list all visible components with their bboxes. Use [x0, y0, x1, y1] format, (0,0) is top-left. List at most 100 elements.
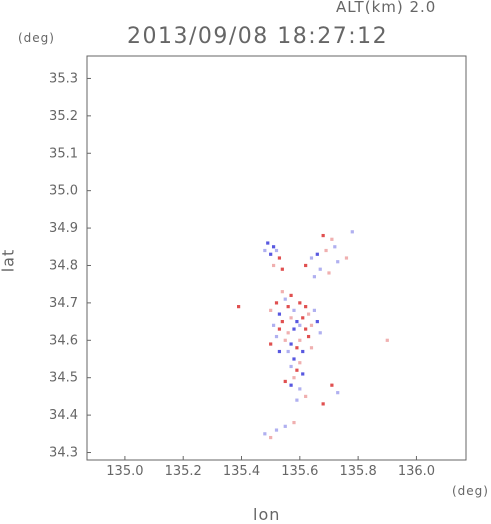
- scatter-point: [292, 327, 296, 331]
- scatter-point: [312, 275, 316, 279]
- y-tick-label: 34.5: [49, 371, 78, 386]
- scatter-point: [330, 383, 334, 387]
- x-unit-label: (deg): [452, 484, 489, 498]
- scatter-point: [306, 312, 311, 316]
- chart-title: 2013/09/08 18:27:12: [127, 24, 389, 49]
- x-axis-label: lon: [253, 505, 281, 524]
- y-tick-label: 34.8: [49, 258, 78, 273]
- scatter-point: [301, 372, 305, 376]
- scatter-point: [312, 308, 316, 312]
- data-points: [237, 230, 389, 440]
- scatter-point: [269, 252, 273, 256]
- scatter-point: [286, 349, 290, 354]
- scatter-point: [237, 305, 241, 309]
- scatter-point: [315, 319, 319, 324]
- y-tick-label: 34.9: [49, 221, 78, 236]
- scatter-point: [309, 346, 314, 350]
- scatter-point: [277, 349, 282, 354]
- y-tick-label: 34.3: [49, 446, 78, 461]
- scatter-point: [274, 301, 279, 305]
- scatter-point: [304, 327, 308, 331]
- scatter-point: [286, 305, 290, 309]
- scatter-point: [269, 342, 273, 346]
- scatter-point: [295, 319, 299, 324]
- scatter-point: [283, 297, 287, 301]
- scatter-point: [333, 245, 337, 249]
- y-axis-label: lat: [0, 248, 18, 273]
- scatter-point: [286, 331, 290, 335]
- scatter-point: [336, 391, 340, 395]
- y-tick-label: 34.7: [49, 296, 78, 311]
- scatter-point: [266, 241, 270, 245]
- scatter-point: [298, 387, 302, 391]
- scatter-point: [295, 346, 299, 350]
- y-tick-label: 35.2: [49, 109, 78, 124]
- x-tick-label: 135.2: [165, 464, 202, 479]
- scatter-point: [289, 293, 293, 298]
- x-tick-label: 135.0: [106, 464, 143, 479]
- scatter-point: [289, 364, 293, 369]
- scatter-point: [263, 432, 267, 436]
- scatter-point: [304, 394, 308, 399]
- y-tick-label: 34.6: [49, 333, 78, 348]
- scatter-point: [295, 368, 299, 372]
- scatter-point: [330, 237, 334, 241]
- scatter-point: [306, 334, 311, 339]
- scatter-point: [385, 338, 389, 342]
- scatter-point: [304, 305, 308, 309]
- scatter-point: [309, 323, 314, 327]
- x-tick-label: 136.0: [398, 464, 435, 479]
- scatter-point: [274, 248, 279, 253]
- scatter-point: [269, 308, 273, 312]
- scatter-point: [350, 230, 354, 234]
- altitude-label: ALT(km) 2.0: [336, 0, 437, 16]
- scatter-point: [280, 267, 284, 271]
- scatter-point: [298, 323, 302, 327]
- y-unit-label: (deg): [18, 31, 55, 45]
- scatter-point: [295, 398, 299, 402]
- scatter-point: [289, 383, 293, 387]
- scatter-point: [277, 312, 282, 316]
- y-tick-label: 35.1: [49, 146, 78, 161]
- scatter-point: [271, 323, 276, 327]
- scatter-point: [344, 256, 349, 260]
- x-axis: 135.0 135.2 135.4 135.6 135.8 136.0: [106, 456, 435, 479]
- scatter-point: [298, 338, 302, 342]
- scatter-point: [274, 428, 279, 432]
- x-tick-label: 135.8: [340, 464, 377, 479]
- scatter-point: [280, 290, 284, 294]
- x-tick-label: 135.6: [281, 464, 318, 479]
- scatter-point: [263, 248, 267, 253]
- scatter-point: [277, 256, 282, 260]
- scatter-point: [292, 308, 296, 312]
- scatter-point: [318, 331, 322, 335]
- scatter-point: [336, 260, 340, 264]
- scatter-point: [301, 316, 305, 320]
- scatter-point: [292, 357, 296, 361]
- x-tick-label: 135.4: [223, 464, 260, 479]
- scatter-point: [292, 376, 296, 380]
- scatter-point: [321, 233, 325, 238]
- scatter-point: [271, 263, 276, 268]
- scatter-point: [292, 420, 296, 425]
- scatter-point: [301, 349, 305, 354]
- scatter-point: [283, 424, 287, 428]
- scatter-point: [298, 301, 302, 305]
- scatter-point: [277, 327, 282, 331]
- scatter-point: [304, 263, 308, 268]
- plot-frame: [86, 55, 467, 461]
- y-tick-label: 35.0: [49, 184, 78, 199]
- scatter-point: [321, 402, 325, 406]
- y-tick-label: 34.4: [49, 408, 78, 423]
- scatter-point: [327, 271, 331, 275]
- scatter-point: [271, 245, 276, 249]
- scatter-point: [315, 252, 319, 256]
- scatter-point: [318, 267, 322, 271]
- y-tick-label: 35.3: [49, 71, 78, 86]
- scatter-point: [269, 435, 273, 440]
- scatter-point: [298, 361, 302, 365]
- scatter-point: [309, 256, 314, 260]
- scatter-point: [289, 316, 293, 320]
- scatter-point: [283, 379, 287, 384]
